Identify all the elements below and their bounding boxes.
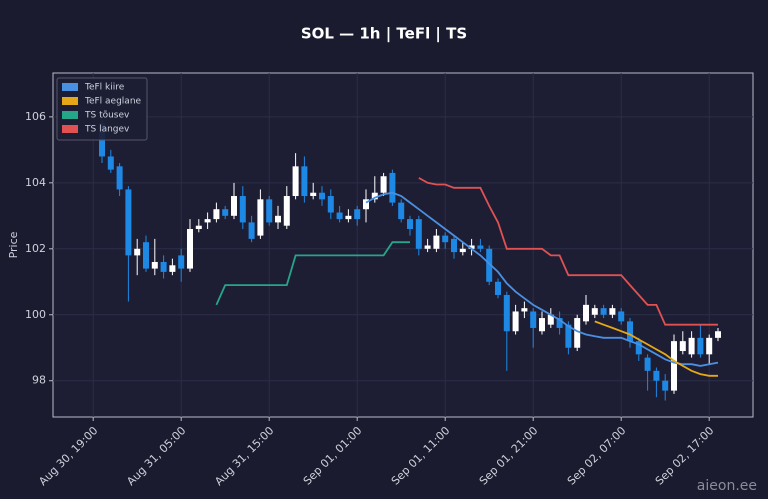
- candle-body: [565, 324, 572, 348]
- candle-body: [477, 245, 484, 249]
- legend-label: TeFl kiire: [84, 83, 125, 93]
- candle-body: [134, 248, 141, 256]
- candle-body: [125, 189, 132, 256]
- y-tick-label: 100: [25, 308, 46, 321]
- plot-area: [52, 72, 754, 418]
- candle-body: [442, 235, 449, 243]
- candle-body: [679, 341, 686, 352]
- candle-body: [530, 311, 537, 328]
- candle-body: [583, 304, 589, 322]
- candle-body: [178, 255, 185, 269]
- candle-body: [292, 166, 299, 197]
- candle-body: [363, 199, 369, 210]
- candle-body: [521, 308, 528, 312]
- candle-body: [468, 245, 475, 249]
- candle-body: [644, 357, 651, 371]
- candle-body: [107, 156, 114, 170]
- candle-body: [345, 215, 352, 220]
- candle-body: [151, 261, 158, 269]
- overlay-line: [594, 320, 718, 377]
- y-tick-label: 106: [25, 110, 46, 123]
- candle-body: [222, 209, 229, 216]
- candles: [99, 113, 721, 401]
- candle-body: [275, 215, 281, 223]
- candle-body: [600, 308, 607, 315]
- candle-body: [627, 321, 633, 342]
- candle-body: [319, 192, 325, 200]
- candle-body: [187, 229, 193, 269]
- candle-body: [301, 166, 308, 197]
- candle-body: [116, 166, 123, 190]
- candle-body: [459, 248, 466, 253]
- legend-label: TS tõusev: [84, 111, 130, 121]
- candle-body: [635, 341, 642, 355]
- overlay-line: [365, 191, 719, 367]
- candle-body: [424, 245, 431, 249]
- candle-body: [310, 192, 317, 197]
- candle-body: [609, 308, 616, 315]
- candle-body: [495, 281, 501, 295]
- candle-body: [389, 172, 396, 203]
- watermark: aieon.ee: [697, 478, 757, 494]
- candle-body: [143, 242, 149, 269]
- candle-body: [336, 212, 343, 220]
- candle-body: [213, 209, 220, 220]
- candle-body: [486, 248, 493, 282]
- y-axis-label: Price: [7, 231, 20, 258]
- chart-title: SOL — 1h | TeFl | TS: [301, 25, 467, 44]
- candle-body: [160, 261, 167, 272]
- candle-body: [539, 318, 545, 332]
- legend-box: [56, 77, 148, 141]
- candle-body: [380, 176, 387, 193]
- candle-body: [433, 235, 440, 249]
- candle-body: [512, 311, 519, 332]
- candle-body: [574, 318, 581, 348]
- candle-body: [266, 199, 273, 223]
- overlay-line: [215, 241, 410, 306]
- legend-swatch: [62, 125, 78, 133]
- candle-body: [662, 380, 669, 391]
- candle-body: [204, 219, 211, 223]
- candle-body: [706, 337, 713, 355]
- legend-swatch: [62, 83, 78, 91]
- candle-body: [371, 192, 378, 200]
- candle-body: [239, 196, 246, 223]
- candle-body: [556, 318, 563, 328]
- candle-body: [169, 265, 176, 272]
- candle-body: [715, 331, 721, 338]
- candle-body: [671, 341, 677, 391]
- candle-body: [257, 199, 264, 236]
- legend-swatch: [62, 111, 78, 119]
- candle-body: [451, 238, 457, 253]
- legend-swatch: [62, 97, 78, 105]
- candle-body: [503, 294, 510, 332]
- candle-body: [231, 196, 237, 216]
- candle-body: [591, 308, 598, 315]
- y-tick-label: 98: [32, 374, 46, 387]
- candle-body: [248, 222, 255, 239]
- candle-body: [547, 314, 554, 325]
- y-tick-label: 102: [25, 242, 46, 255]
- candle-body: [407, 219, 413, 230]
- legend-label: TS langev: [84, 125, 130, 135]
- candle-body: [653, 370, 660, 381]
- y-tick-label: 104: [25, 176, 46, 189]
- candle-body: [398, 202, 405, 220]
- candle-body: [415, 219, 422, 249]
- overlay-line: [418, 177, 718, 326]
- candle-body: [697, 337, 704, 355]
- candle-body: [283, 196, 290, 226]
- candle-body: [354, 209, 361, 220]
- candle-body: [618, 311, 625, 322]
- candle-body: [195, 225, 202, 230]
- candle-body: [327, 196, 334, 213]
- candle-body: [688, 337, 695, 355]
- legend-label: TeFl aeglane: [84, 97, 142, 107]
